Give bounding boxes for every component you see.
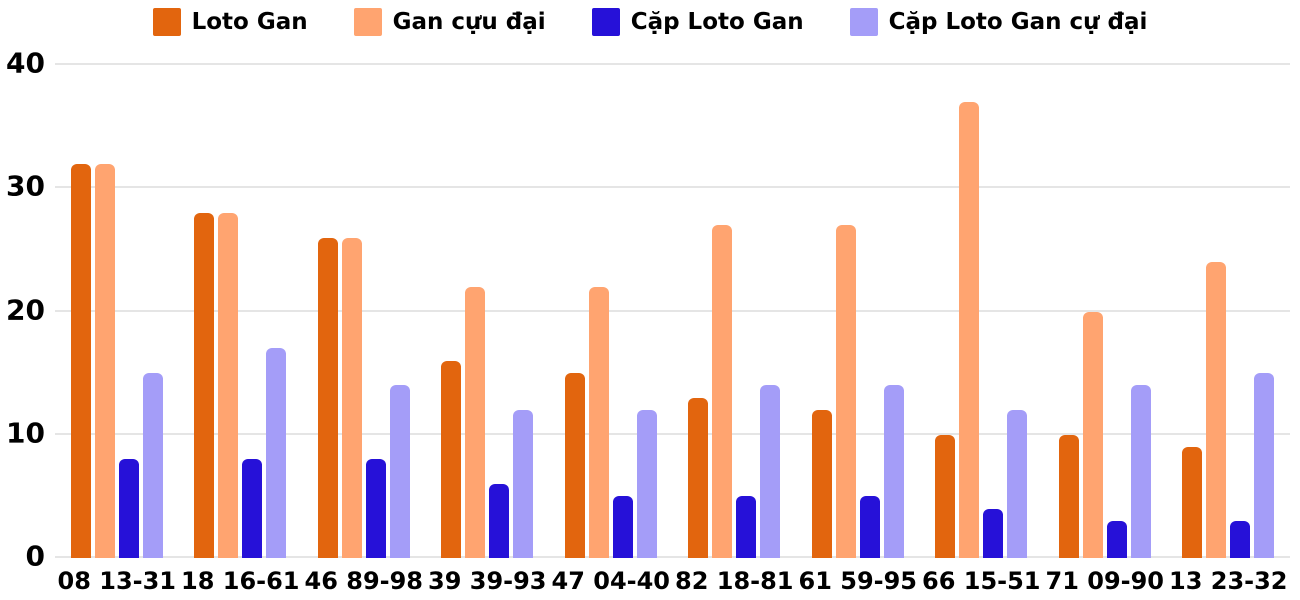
- bar-series-2-cat-4: [612, 496, 633, 558]
- y-axis-tick-label: 20: [6, 293, 45, 327]
- bar-series-0-cat-2: [317, 237, 338, 558]
- legend-item-series-2[interactable]: Cặp Loto Gan: [591, 8, 804, 36]
- bar-series-1-cat-7: [959, 101, 980, 558]
- legend-item-series-3[interactable]: Cặp Loto Gan cự đại: [849, 8, 1148, 36]
- x-axis-category-label: 08 13-31: [57, 567, 177, 595]
- x-axis-category-label: 18 16-61: [180, 567, 300, 595]
- legend-label: Gan cựu đại: [392, 8, 546, 35]
- bar-series-3-cat-5: [760, 385, 781, 558]
- gridline-y-0: 0: [26, 542, 1290, 570]
- legend-label: Loto Gan: [191, 8, 308, 35]
- bar-group: 61 59-95: [796, 65, 920, 593]
- bar-series-0-cat-8: [1058, 434, 1079, 558]
- bar-series-1-cat-0: [94, 163, 115, 558]
- legend-label: Cặp Loto Gan cự đại: [888, 8, 1148, 35]
- bar-series-1-cat-1: [218, 212, 239, 558]
- x-axis-category-label: 61 59-95: [798, 567, 918, 595]
- x-axis-category-label: 13 23-32: [1168, 567, 1288, 595]
- bar-series-2-cat-1: [242, 459, 263, 558]
- bar-series-3-cat-8: [1130, 385, 1151, 558]
- bar-groups: 08 13-31 18 16-61 46 89-98 39 39-93 47 04-40…: [55, 65, 1291, 593]
- gridline-y-30: 30: [6, 172, 1290, 200]
- x-axis-category-label: 47 04-40: [551, 567, 671, 595]
- bar-group: 47 04-40: [549, 65, 673, 593]
- bar-group: 71 09-90: [1043, 65, 1167, 593]
- bar-series-3-cat-4: [636, 410, 657, 558]
- x-axis-category-label: 39 39-93: [427, 567, 547, 595]
- bar-series-0-cat-7: [935, 434, 956, 558]
- bar-series-3-cat-7: [1007, 410, 1028, 558]
- gridline-y-40: 40: [6, 49, 1290, 77]
- bar-series-3-cat-2: [389, 385, 410, 558]
- bar-series-2-cat-3: [489, 484, 510, 558]
- bar-series-3-cat-9: [1254, 373, 1275, 558]
- bar-series-2-cat-9: [1230, 521, 1251, 558]
- bar-group: 13 23-32: [1167, 65, 1291, 593]
- chart-legend: Loto Gan Gan cựu đại Cặp Loto Gan Cặp Loto …: [0, 8, 1300, 36]
- bar-series-2-cat-7: [983, 508, 1004, 558]
- bar-series-3-cat-3: [513, 410, 534, 558]
- bar-group: 82 18-81: [673, 65, 797, 593]
- x-axis-category-label: 71 09-90: [1045, 567, 1165, 595]
- bar-series-0-cat-3: [441, 360, 462, 558]
- bar-series-1-cat-9: [1206, 262, 1227, 558]
- bar-series-2-cat-2: [365, 459, 386, 558]
- bar-series-0-cat-5: [688, 397, 709, 558]
- bar-series-2-cat-0: [118, 459, 139, 558]
- bar-series-0-cat-6: [811, 410, 832, 558]
- bar-series-2-cat-6: [859, 496, 880, 558]
- bar-series-2-cat-5: [736, 496, 757, 558]
- legend-item-series-1[interactable]: Gan cựu đại: [353, 8, 546, 36]
- x-axis-category-label: 46 89-98: [304, 567, 424, 595]
- gridline-y-10: 10: [6, 419, 1290, 447]
- bar-group: 18 16-61: [179, 65, 303, 593]
- bar-series-3-cat-6: [883, 385, 904, 558]
- bar-series-0-cat-4: [564, 373, 585, 558]
- bar-series-2-cat-8: [1106, 521, 1127, 558]
- bar-series-1-cat-6: [835, 225, 856, 558]
- bar-series-1-cat-2: [341, 237, 362, 558]
- legend-swatch-icon: [152, 8, 181, 36]
- bar-series-0-cat-0: [70, 163, 91, 558]
- y-axis-tick-label: 10: [6, 416, 45, 450]
- bar-series-3-cat-0: [142, 373, 163, 558]
- y-axis-tick-label: 40: [6, 46, 45, 80]
- bar-series-0-cat-1: [194, 212, 215, 558]
- bar-series-1-cat-3: [465, 286, 486, 558]
- bar-series-1-cat-8: [1082, 311, 1103, 558]
- bar-group: 08 13-31: [55, 65, 179, 593]
- legend-label: Cặp Loto Gan: [630, 8, 804, 35]
- legend-swatch-icon: [591, 8, 620, 36]
- y-axis-tick-label: 30: [6, 169, 45, 203]
- x-axis-category-label: 82 18-81: [674, 567, 794, 595]
- bar-series-3-cat-1: [266, 348, 287, 558]
- bar-group: 46 89-98: [302, 65, 426, 593]
- bar-series-0-cat-9: [1182, 447, 1203, 558]
- y-axis-tick-label: 0: [25, 539, 45, 573]
- x-axis-category-label: 66 15-51: [921, 567, 1041, 595]
- bar-group: 66 15-51: [920, 65, 1044, 593]
- bar-group: 39 39-93: [426, 65, 550, 593]
- gridline-y-20: 20: [6, 296, 1290, 324]
- bar-series-1-cat-4: [588, 286, 609, 558]
- legend-item-series-0[interactable]: Loto Gan: [152, 8, 308, 36]
- legend-swatch-icon: [849, 8, 878, 36]
- legend-swatch-icon: [353, 8, 382, 36]
- bar-series-1-cat-5: [712, 225, 733, 558]
- plot-area: 0 10 20 30 40 08 13-31 18 16-61 46 89-98 39 39-…: [6, 49, 1291, 593]
